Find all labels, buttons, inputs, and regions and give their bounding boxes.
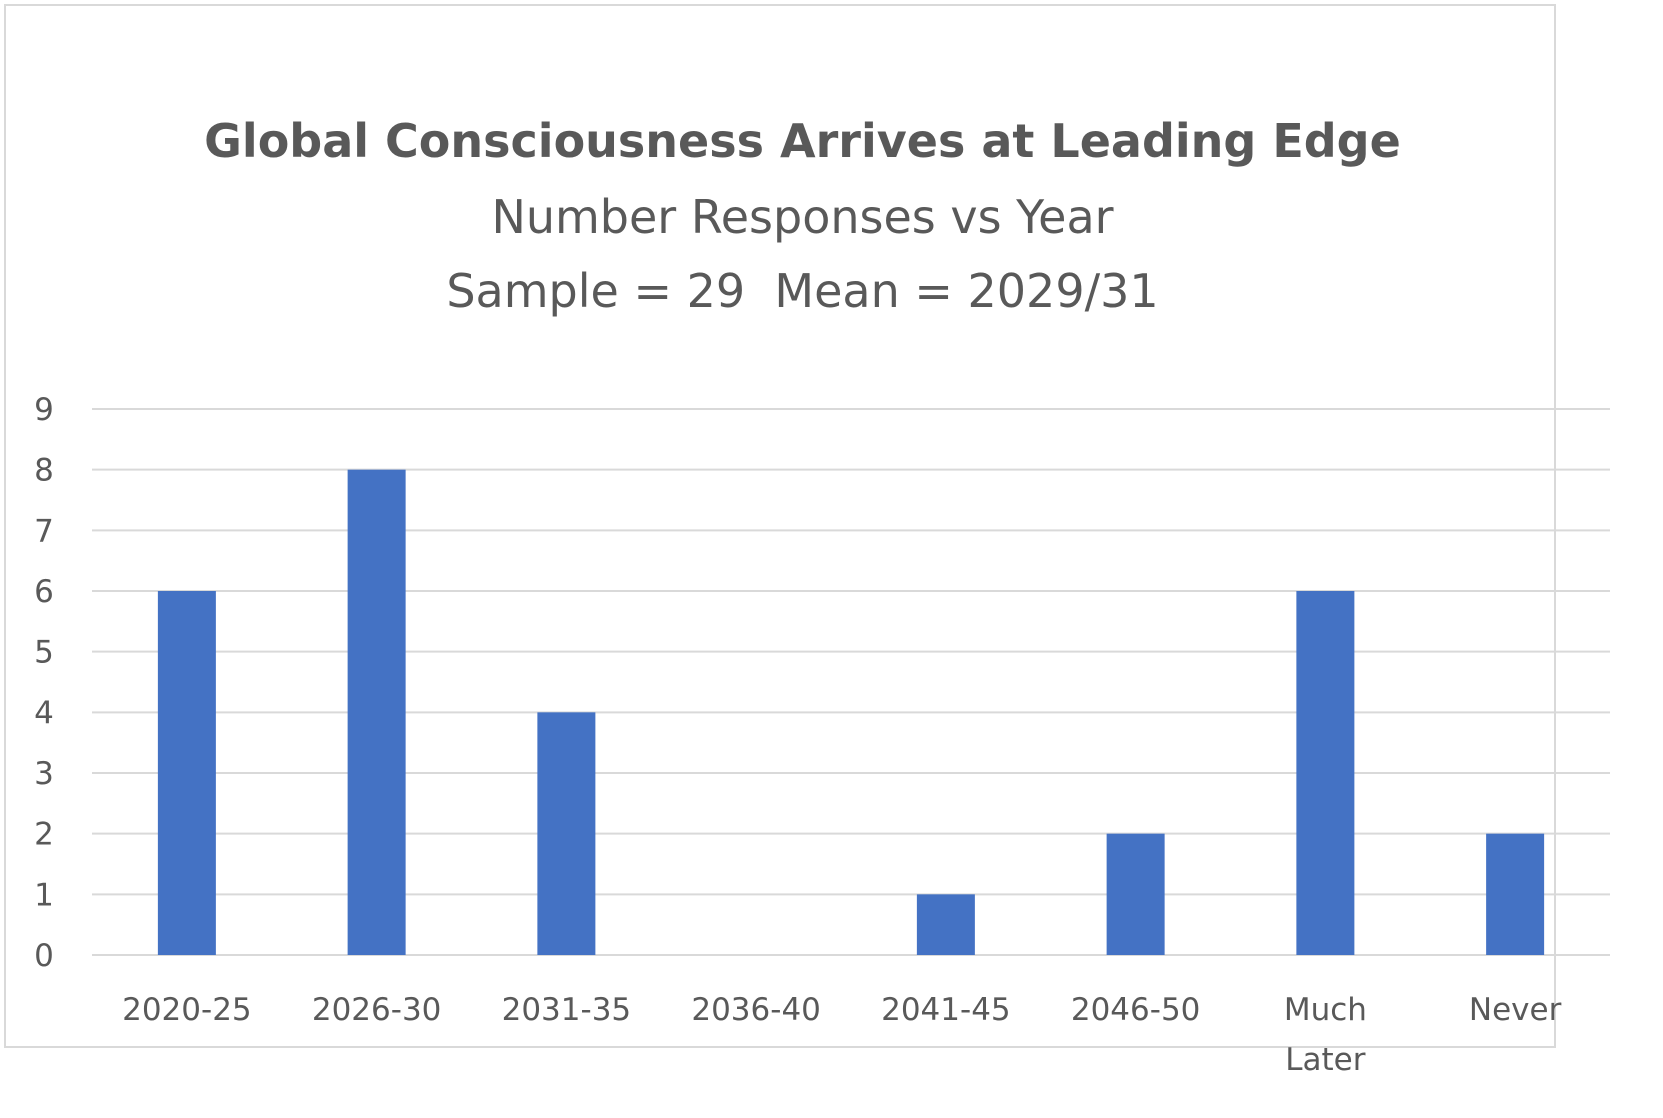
bar-2041-45 (916, 894, 975, 955)
x-tick-label-never: Never (1469, 992, 1562, 1028)
y-tick-label-0: 0 (34, 938, 54, 974)
x-tick-label-2031-35: 2031-35 (502, 992, 632, 1028)
bar-2020-25 (157, 591, 216, 955)
bar-2026-30 (347, 469, 406, 955)
bar-2046-50 (1106, 833, 1165, 955)
y-tick-label-7: 7 (34, 513, 54, 549)
x-tick-label-2036-40: 2036-40 (691, 992, 821, 1028)
chart-title: Global Consciousness Arrives at Leading … (204, 114, 1401, 168)
y-axis-ticks: 0 1 2 3 4 5 6 7 8 9 (34, 392, 54, 974)
x-tick-label-2046-50: 2046-50 (1071, 992, 1201, 1028)
y-tick-label-9: 9 (34, 392, 54, 428)
chart-subtitle-stats: Sample = 29 Mean = 2029/31 (446, 264, 1159, 318)
x-tick-label-2020-25: 2020-25 (122, 992, 252, 1028)
x-tick-label-much-later: Much Later (1284, 992, 1367, 1078)
y-tick-label-1: 1 (34, 877, 54, 913)
x-axis-ticks: 2020-25 2026-30 2031-35 2036-40 2041-45 2046-… (122, 992, 1561, 1078)
y-tick-label-3: 3 (34, 756, 54, 792)
bar-never (1486, 833, 1545, 955)
y-tick-label-6: 6 (34, 574, 54, 610)
x-tick-label-2041-45: 2041-45 (881, 992, 1011, 1028)
bar-much-later (1296, 591, 1355, 955)
chart-subtitle: Number Responses vs Year (491, 190, 1114, 244)
x-tick-label-2026-30: 2026-30 (312, 992, 442, 1028)
y-tick-label-4: 4 (34, 695, 54, 731)
y-tick-label-2: 2 (34, 817, 54, 853)
y-tick-label-5: 5 (34, 635, 54, 671)
y-tick-label-8: 8 (34, 453, 54, 489)
gridlines (92, 408, 1610, 956)
bars (157, 469, 1545, 955)
bar-2031-35 (537, 712, 596, 955)
